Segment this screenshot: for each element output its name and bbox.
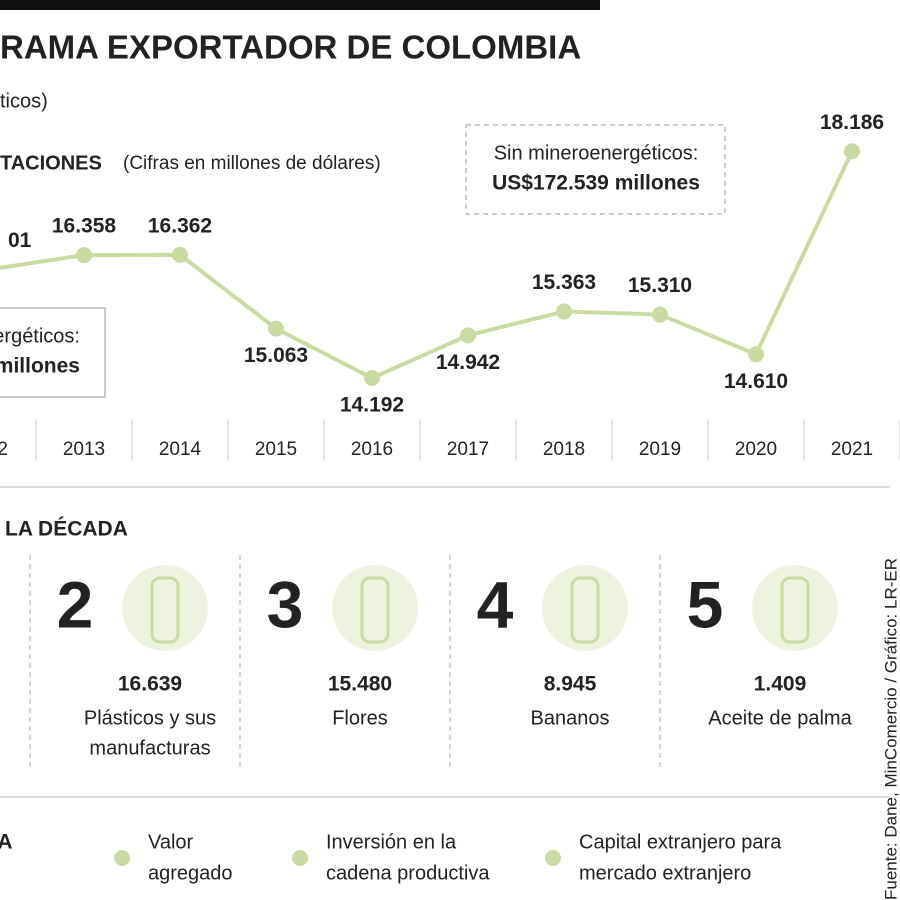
product-value: 15.480	[328, 673, 392, 696]
rank: 5	[687, 567, 724, 641]
point	[268, 320, 284, 337]
annotation: Sin mineroenergéticos:	[494, 142, 699, 164]
annotation: ergéticos:	[0, 325, 80, 347]
value-label: 14.942	[436, 351, 500, 374]
x-tick-label: 2	[0, 439, 8, 460]
point	[172, 246, 188, 263]
bullet	[292, 850, 308, 866]
icon-shape	[570, 576, 600, 644]
icon-shape	[360, 576, 390, 644]
rank: 2	[57, 567, 94, 641]
factor-label: Capital extranjero para	[579, 831, 782, 853]
line	[0, 150, 854, 381]
chart-subtitle: (Cifras en millones de dólares)	[123, 153, 381, 174]
source: Fuente: Dane, MinComercio / Gráfico: LR-…	[881, 558, 900, 900]
factor-label: agregado	[148, 862, 233, 884]
x-tick-label: 2013	[63, 439, 105, 460]
x-tick-label: 2016	[351, 439, 393, 460]
section-title: LA DÉCADA	[5, 518, 128, 541]
point	[76, 247, 92, 264]
icon	[752, 565, 838, 651]
icon	[332, 565, 418, 651]
value-label: 16.362	[148, 214, 212, 237]
x-tick-label: 2017	[447, 439, 489, 460]
annotation-box	[0, 307, 106, 398]
x-tick-label: 2020	[735, 439, 777, 460]
product-label: Plásticos y sus	[84, 707, 216, 729]
point	[652, 306, 668, 323]
icon	[542, 565, 628, 651]
title: RAMA EXPORTADOR DE COLOMBIA	[0, 29, 581, 66]
section-title: A	[0, 831, 13, 854]
point	[748, 346, 764, 363]
factor-label: Inversión en la	[326, 831, 457, 853]
point	[364, 370, 380, 387]
product-label: manufacturas	[89, 737, 210, 759]
top-bar	[0, 0, 600, 10]
product-value: 16.639	[118, 673, 182, 696]
product-label: Bananos	[531, 707, 610, 729]
value-label: 15.310	[628, 274, 692, 297]
annotation: millones	[0, 355, 80, 378]
x-tick-label: 2018	[543, 439, 585, 460]
bullet	[114, 850, 130, 866]
x-tick-label: 2019	[639, 439, 681, 460]
icon-shape	[780, 576, 810, 644]
product-label: Aceite de palma	[708, 707, 852, 729]
value-label: 15.063	[244, 344, 308, 367]
value-label: 01	[8, 229, 32, 252]
product-label: Flores	[332, 707, 388, 729]
bullet	[545, 850, 561, 866]
x-tick-label: 2014	[159, 439, 202, 460]
value-label: 14.192	[340, 394, 404, 417]
subtitle: ticos)	[0, 90, 48, 112]
x-tick-label: 2015	[255, 439, 297, 460]
factor-label: Valor	[148, 831, 194, 853]
icon-shape	[150, 576, 180, 644]
point	[460, 327, 476, 344]
point	[844, 143, 860, 160]
annotation-box	[465, 124, 726, 215]
value-label: 14.610	[724, 370, 788, 393]
icon	[122, 565, 208, 651]
product-value: 8.945	[544, 673, 597, 696]
point	[556, 303, 572, 320]
rank: 4	[477, 567, 514, 641]
factor-label: cadena productiva	[326, 862, 490, 884]
factor-label: mercado extranjero	[579, 862, 751, 884]
rank: 3	[267, 567, 304, 641]
chart-title: TACIONES	[0, 152, 102, 174]
value-label: 18.186	[820, 111, 884, 134]
value-label: 15.363	[532, 271, 596, 294]
annotation: US$172.539 millones	[492, 172, 700, 195]
x-tick-label: 2021	[831, 439, 873, 460]
product-value: 1.409	[754, 673, 807, 696]
value-label: 16.358	[52, 215, 117, 238]
